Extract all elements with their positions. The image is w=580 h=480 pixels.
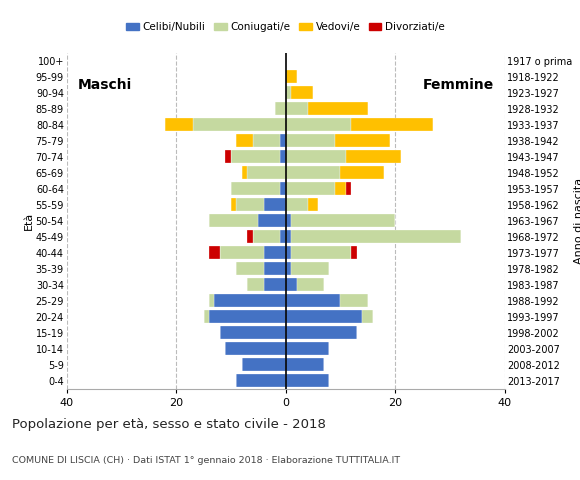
Bar (264, 198, 286, 211)
Y-axis label: Anno di nascita: Anno di nascita (574, 178, 580, 264)
Bar (209, 311, 286, 323)
Bar (209, 246, 220, 259)
Bar (291, 215, 395, 227)
Bar (237, 134, 253, 147)
Bar (247, 230, 253, 243)
Bar (264, 278, 286, 291)
Bar (231, 150, 280, 163)
Bar (226, 342, 286, 355)
Bar (307, 102, 368, 115)
Text: Popolazione per età, sesso e stato civile - 2018: Popolazione per età, sesso e stato civil… (12, 418, 325, 431)
Bar (209, 294, 215, 307)
Bar (280, 150, 286, 163)
Text: Maschi: Maschi (78, 78, 132, 92)
Bar (286, 311, 362, 323)
Bar (253, 230, 280, 243)
Bar (237, 374, 286, 387)
Bar (286, 71, 296, 83)
Bar (220, 326, 286, 339)
Bar (275, 102, 286, 115)
Bar (253, 134, 280, 147)
Bar (247, 278, 264, 291)
Bar (280, 182, 286, 195)
Text: Femmine: Femmine (422, 78, 494, 92)
Bar (215, 294, 286, 307)
Bar (346, 182, 351, 195)
Text: COMUNE DI LISCIA (CH) · Dati ISTAT 1° gennaio 2018 · Elaborazione TUTTITALIA.IT: COMUNE DI LISCIA (CH) · Dati ISTAT 1° ge… (12, 456, 400, 465)
Bar (242, 359, 286, 371)
Bar (220, 246, 264, 259)
Y-axis label: Età: Età (24, 212, 34, 230)
Bar (286, 374, 329, 387)
Bar (351, 119, 433, 131)
Bar (165, 119, 193, 131)
Bar (226, 150, 231, 163)
Bar (286, 198, 307, 211)
Bar (286, 294, 340, 307)
Bar (247, 167, 286, 179)
Bar (286, 182, 335, 195)
Bar (286, 359, 324, 371)
Bar (307, 198, 318, 211)
Bar (291, 263, 329, 275)
Bar (286, 230, 291, 243)
Bar (335, 134, 390, 147)
Bar (291, 246, 351, 259)
Bar (291, 86, 313, 99)
Bar (280, 134, 286, 147)
Bar (286, 102, 307, 115)
Bar (231, 198, 237, 211)
Bar (296, 278, 324, 291)
Bar (264, 263, 286, 275)
Bar (286, 246, 291, 259)
Bar (286, 134, 335, 147)
Bar (340, 167, 384, 179)
Bar (286, 167, 340, 179)
Bar (286, 215, 291, 227)
Bar (291, 230, 461, 243)
Bar (204, 311, 209, 323)
Legend: Celibi/Nubili, Coniugati/e, Vedovi/e, Divorziati/e: Celibi/Nubili, Coniugati/e, Vedovi/e, Di… (122, 18, 450, 36)
Bar (209, 215, 258, 227)
Bar (286, 119, 351, 131)
Bar (193, 119, 286, 131)
Bar (258, 215, 286, 227)
Bar (231, 182, 280, 195)
Bar (286, 86, 291, 99)
Bar (286, 263, 291, 275)
Bar (280, 230, 286, 243)
Bar (237, 198, 264, 211)
Bar (242, 167, 247, 179)
Bar (286, 326, 357, 339)
Bar (346, 150, 401, 163)
Bar (286, 150, 346, 163)
Bar (362, 311, 374, 323)
Bar (340, 294, 368, 307)
Bar (286, 278, 296, 291)
Bar (264, 246, 286, 259)
Bar (237, 263, 264, 275)
Bar (335, 182, 346, 195)
Bar (351, 246, 357, 259)
Bar (286, 342, 329, 355)
